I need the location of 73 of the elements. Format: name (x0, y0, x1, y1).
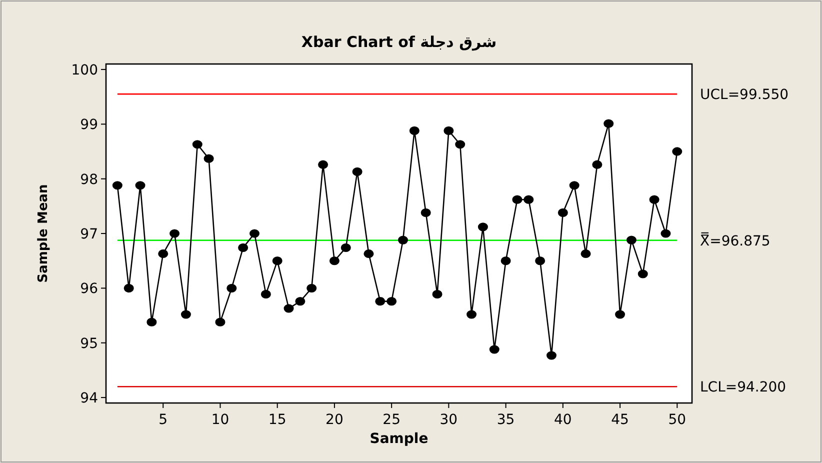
point (260, 290, 271, 298)
point (500, 256, 511, 266)
point (638, 270, 648, 278)
point (660, 229, 671, 238)
y-axis-title: Sample Mean (36, 184, 51, 283)
point (535, 256, 546, 266)
point (170, 229, 180, 238)
x-tick-label: 30 (440, 412, 458, 428)
point (432, 290, 442, 298)
chart-title: Xbar Chart of شرق دجلة (301, 33, 497, 51)
point (135, 181, 146, 190)
point (295, 297, 306, 306)
point (329, 256, 340, 266)
point (466, 310, 477, 319)
x-tick-label: 5 (158, 412, 168, 428)
y-tick-label: 98 (80, 172, 98, 188)
x-axis-title: Sample (370, 431, 428, 447)
x-tick-label: 10 (211, 412, 230, 428)
point (455, 140, 466, 149)
x-tick-label: 20 (326, 412, 344, 428)
point (112, 181, 122, 190)
point (180, 310, 191, 319)
point (398, 236, 408, 244)
point (386, 297, 397, 306)
point (238, 243, 248, 252)
x-tick-label: 15 (268, 412, 286, 428)
point (569, 181, 580, 190)
point (478, 222, 488, 232)
point (204, 154, 214, 163)
point (215, 318, 226, 326)
y-tick-label: 100 (71, 62, 98, 78)
point (546, 351, 556, 360)
point (375, 297, 386, 306)
point (146, 318, 157, 326)
point (124, 284, 134, 292)
y-tick-label: 94 (80, 390, 98, 407)
point (306, 284, 317, 292)
point (226, 284, 237, 292)
y-tick-label: 99 (80, 117, 98, 134)
x-tick-label: 40 (554, 412, 572, 428)
point (284, 304, 294, 313)
point (489, 345, 500, 354)
y-tick-label: 95 (80, 336, 98, 352)
y-tick-label: 96 (80, 281, 98, 298)
ref-line-label: UCL=99.550 (700, 87, 789, 104)
point (580, 249, 591, 258)
point (604, 119, 614, 128)
y-tick-label: 97 (80, 226, 98, 242)
point (409, 126, 420, 136)
point (672, 147, 682, 156)
point (626, 236, 636, 244)
point (592, 160, 602, 169)
point (444, 126, 454, 136)
point (420, 208, 431, 218)
point (512, 195, 522, 204)
point (649, 195, 660, 204)
point (558, 208, 568, 218)
point (524, 195, 534, 204)
x-tick-label: 45 (611, 412, 629, 428)
point (272, 256, 282, 266)
point (318, 160, 328, 169)
point (352, 167, 362, 176)
point (340, 243, 351, 252)
point (192, 140, 202, 149)
ref-line-label: LCL=94.200 (700, 380, 786, 396)
ref-line-label: X̿=96.875 (700, 232, 770, 250)
x-tick-label: 50 (668, 412, 686, 428)
point (615, 310, 626, 319)
x-tick-label: 35 (496, 412, 515, 428)
point (364, 249, 374, 258)
point (250, 229, 260, 238)
x-tick-label: 25 (382, 412, 400, 428)
point (158, 249, 168, 258)
